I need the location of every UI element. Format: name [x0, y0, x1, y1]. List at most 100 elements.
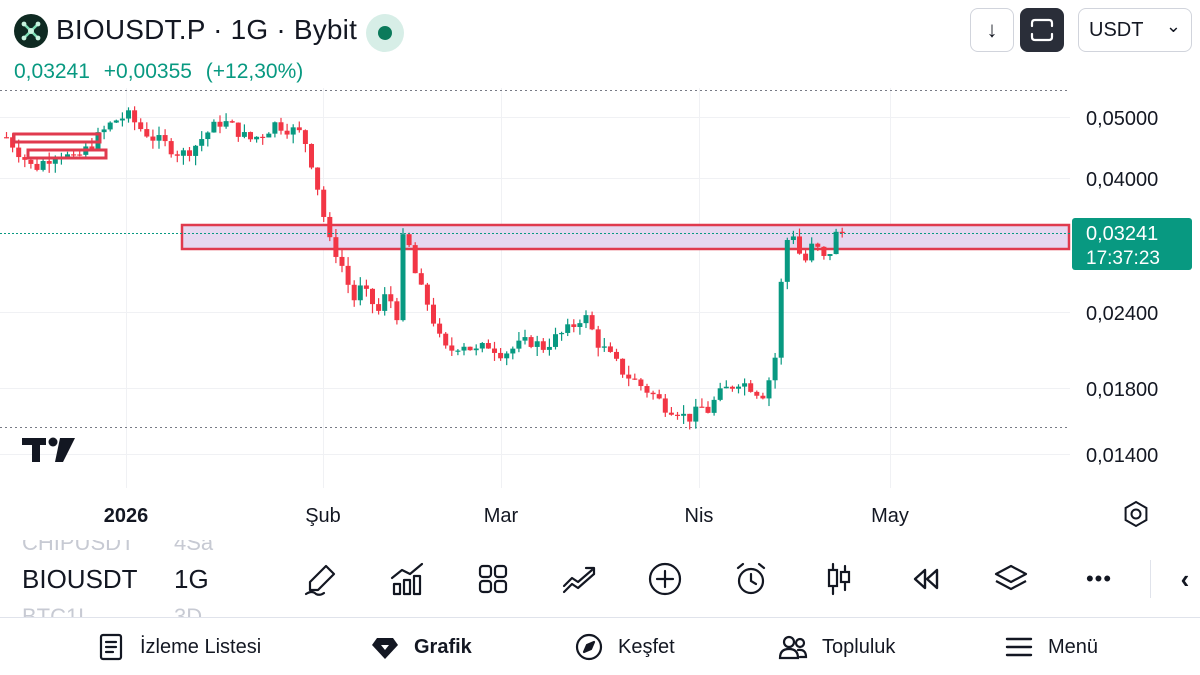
candle-body [546, 346, 552, 350]
candle-body [821, 246, 827, 256]
price-tick: 0,04000 [1086, 169, 1158, 191]
symbol-toolbar: CHIPUSDT 4Sa BTC1L 3D BIOUSDT 1G [0, 540, 1200, 618]
candle-body [589, 315, 595, 330]
candle-body [638, 379, 644, 387]
more-button[interactable]: ••• [1076, 558, 1122, 600]
strategy-button[interactable] [558, 558, 600, 600]
candle-body [71, 154, 77, 156]
market-status-indicator[interactable] [366, 14, 404, 52]
currency-select[interactable]: USDT ⌄ [1078, 8, 1192, 52]
nav-explore[interactable]: Keşfet [574, 630, 675, 664]
layout-icon [478, 564, 508, 594]
community-icon [778, 635, 808, 660]
candle-body [16, 147, 22, 158]
time-tick: Nis [685, 505, 714, 527]
chart-settings-icon[interactable] [1124, 500, 1148, 528]
candlestick-chart[interactable]: 0,05000 0,04000 0,02400 0,01800 0,01400 … [0, 88, 1200, 540]
drawn-rectangle-upper[interactable] [12, 132, 102, 144]
candle-body [827, 254, 833, 256]
candle-body [455, 350, 461, 352]
add-button[interactable] [644, 558, 686, 600]
candle-body [144, 129, 150, 137]
candle-body [723, 386, 729, 389]
resistance-zone[interactable] [180, 223, 1071, 251]
candle-body [138, 122, 144, 130]
tradingview-logo-icon [22, 437, 75, 462]
candle-body [22, 157, 28, 160]
candle-body [632, 378, 638, 380]
candle-body [815, 243, 821, 247]
candle-body [620, 358, 626, 375]
time-axis[interactable]: 2026 Şub Mar Nis May [104, 505, 909, 527]
candle-body [559, 332, 565, 335]
nav-watchlist[interactable]: İzleme Listesi [96, 630, 261, 664]
candle-body [540, 341, 546, 350]
candle-body [248, 132, 253, 140]
candle-body [272, 122, 278, 134]
candle-body [382, 294, 388, 311]
time-tick-year: 2026 [104, 505, 149, 527]
time-tick: Şub [305, 505, 341, 527]
candle-body [132, 110, 138, 123]
candle-body [431, 304, 436, 324]
candle-body [687, 413, 693, 422]
candle-body [126, 110, 131, 119]
layout-button[interactable] [472, 558, 514, 600]
candle-body [284, 130, 290, 135]
replay-button[interactable] [904, 558, 946, 600]
candle-body [229, 121, 235, 123]
candle-body [766, 380, 772, 399]
candle-body [418, 273, 424, 285]
candle-body [260, 136, 266, 139]
nav-chart[interactable]: Grafik [370, 630, 472, 664]
layers-button[interactable] [990, 558, 1032, 600]
nav-menu[interactable]: Menü [1004, 630, 1098, 664]
candle-body [467, 346, 473, 351]
candle-body [839, 231, 845, 233]
candle-body [534, 341, 540, 347]
indicators-button[interactable] [386, 558, 428, 600]
drawn-rectangle-lower[interactable] [26, 148, 108, 160]
candle-body [321, 189, 327, 217]
candle-body [34, 163, 40, 170]
candle-body [363, 285, 369, 289]
price-axis[interactable]: 0,05000 0,04000 0,02400 0,01800 0,01400 [1086, 108, 1158, 467]
candle-body [443, 333, 449, 346]
price-chart[interactable]: 0,05000 0,04000 0,02400 0,01800 0,01400 … [0, 88, 1200, 540]
candle-body [278, 122, 284, 131]
candle-body [205, 132, 211, 140]
candle-body [345, 265, 351, 285]
hamburger-menu-icon [1005, 637, 1033, 657]
candle-body [729, 386, 735, 389]
nav-community[interactable]: Topluluk [778, 630, 895, 664]
candle-body [168, 141, 174, 155]
ghost-interval-below: 3D [174, 604, 203, 618]
candle-body [357, 285, 363, 301]
candle-body [784, 240, 790, 282]
add-icon [648, 562, 682, 596]
chart-type-button[interactable] [818, 558, 860, 600]
indicators-icon [390, 562, 424, 596]
fullscreen-button[interactable] [1020, 8, 1064, 52]
candle-body [662, 398, 668, 413]
candle-body [693, 406, 699, 422]
price-change: +0,00355 [103, 60, 192, 83]
price-summary: 0,03241 +0,00355 (+12,30%) [14, 60, 311, 84]
candle-body [705, 406, 711, 413]
symbol-title[interactable]: BIOUSDT.P · 1G · Bybit [56, 14, 358, 45]
candle-body [46, 161, 52, 164]
candles-group [4, 106, 845, 430]
drawing-tools-button[interactable] [300, 558, 342, 600]
candle-body [235, 122, 241, 137]
candle-body [614, 351, 619, 359]
download-button[interactable]: ↓ [970, 8, 1014, 52]
collapse-toolbar-button[interactable]: ‹ [1170, 558, 1200, 600]
candle-body [644, 386, 650, 393]
fullscreen-icon [1030, 18, 1054, 42]
interval-picker[interactable]: 1G [174, 564, 209, 594]
chevron-down-icon: ⌄ [1165, 15, 1181, 36]
candle-body [4, 137, 9, 139]
symbol-picker[interactable]: BIOUSDT [22, 564, 138, 594]
alert-button[interactable] [730, 558, 772, 600]
candle-body [479, 343, 485, 349]
